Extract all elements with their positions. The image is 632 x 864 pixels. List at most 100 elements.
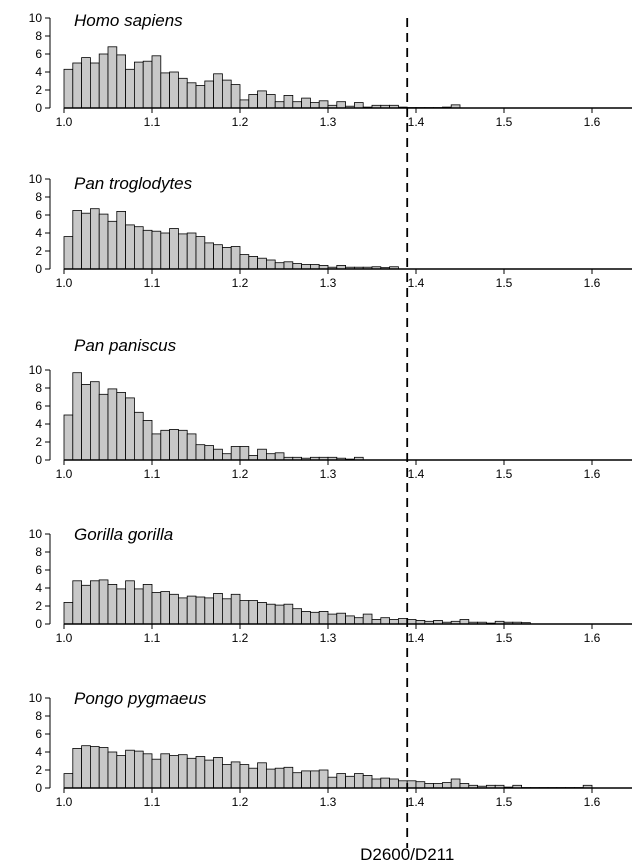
histogram-bar	[265, 453, 276, 461]
histogram-bar	[380, 617, 390, 625]
y-tick-label: 2	[35, 244, 42, 258]
y-tick-label: 8	[35, 381, 42, 395]
y-tick-label: 0	[35, 453, 42, 467]
histogram-bar	[221, 453, 232, 461]
histogram-bar	[169, 593, 179, 625]
y-tick-label: 8	[35, 545, 42, 559]
histogram-bar	[441, 782, 452, 789]
histogram-bar	[195, 236, 206, 270]
histogram-bar	[133, 61, 144, 109]
y-tick-label: 2	[35, 83, 42, 97]
histogram-bar	[336, 101, 346, 109]
histogram-bar	[450, 778, 461, 789]
histogram-bar	[318, 611, 329, 625]
x-tick-label: 1.2	[232, 115, 249, 129]
histogram-bar	[186, 82, 197, 109]
histogram-bar	[169, 228, 179, 270]
histogram-bar	[160, 72, 171, 109]
x-tick-label: 1.5	[496, 795, 513, 809]
histogram-bar	[107, 46, 118, 109]
histogram-bar	[309, 611, 320, 625]
histogram-bar	[72, 580, 83, 625]
histogram-bar	[195, 756, 206, 789]
histogram-bar	[380, 777, 390, 789]
histogram-bar	[239, 254, 250, 270]
histogram-bar	[213, 448, 223, 461]
histogram-bar	[151, 230, 162, 270]
histogram-bar	[397, 618, 408, 625]
histogram-bar	[239, 99, 250, 109]
histogram-bar	[257, 448, 267, 461]
histogram-bar	[318, 100, 329, 109]
histogram-bar	[301, 770, 311, 789]
histogram-bar	[309, 770, 320, 789]
y-tick-label: 6	[35, 47, 42, 61]
x-tick-label: 1.4	[408, 276, 425, 290]
histogram-bar	[389, 778, 399, 789]
histogram-bar	[72, 210, 83, 270]
y-tick-label: 8	[35, 29, 42, 43]
x-tick-label: 1.5	[496, 631, 513, 645]
histogram-bar	[257, 257, 267, 270]
histogram-bar	[248, 600, 259, 625]
histogram-bar	[195, 85, 206, 109]
histogram-bar	[98, 747, 109, 789]
histogram-bar	[230, 84, 241, 109]
histogram-bar	[186, 595, 197, 625]
histogram-bar	[186, 757, 197, 789]
y-tick-label: 10	[29, 172, 43, 186]
histogram-panel: Pan paniscus 1.0 1.1 1.2 1.3 1.4 1.5 1.6 0 2 4 6 8 10	[29, 336, 632, 481]
histogram-bar	[116, 755, 127, 789]
histogram-bar	[265, 94, 276, 109]
histogram-bar	[301, 611, 311, 625]
histogram-bar	[107, 388, 118, 461]
histogram-bar	[186, 232, 197, 270]
x-tick-label: 1.3	[320, 276, 337, 290]
histogram-bar	[221, 764, 232, 789]
x-tick-label: 1.1	[144, 467, 161, 481]
x-tick-label: 1.5	[496, 115, 513, 129]
histogram-bar	[221, 79, 232, 109]
histogram-bar	[177, 597, 188, 625]
histogram-bar	[345, 615, 355, 625]
histogram-bar	[248, 94, 259, 109]
histogram-bar	[257, 90, 267, 109]
histogram-bar	[107, 751, 118, 789]
x-tick-label: 1.0	[56, 276, 73, 290]
histogram-bar	[292, 608, 302, 625]
x-tick-label: 1.0	[56, 467, 73, 481]
histogram-bar	[204, 597, 215, 625]
histogram-bar	[177, 754, 188, 789]
histogram-bar	[151, 55, 162, 109]
histogram-bar	[204, 759, 215, 789]
histogram-bar	[353, 617, 364, 625]
histogram-bar	[90, 381, 100, 461]
panel-title: Pan paniscus	[74, 336, 177, 355]
histogram-bar	[327, 613, 338, 625]
histogram-bar	[98, 393, 109, 461]
x-tick-label: 1.6	[584, 467, 601, 481]
histogram-bar	[283, 603, 294, 625]
y-tick-label: 0	[35, 781, 42, 795]
x-tick-label: 1.0	[56, 631, 73, 645]
panel-title: Pongo pygmaeus	[74, 689, 207, 708]
x-tick-label: 1.4	[408, 115, 425, 129]
histogram-bar	[283, 261, 294, 270]
histogram-bar	[107, 220, 118, 270]
histogram-bar	[318, 769, 329, 789]
histogram-bar	[116, 210, 127, 270]
histogram-bar	[98, 53, 109, 109]
x-tick-label: 1.6	[584, 276, 601, 290]
histogram-bar	[177, 233, 188, 270]
x-tick-label: 1.1	[144, 115, 161, 129]
histogram-bar	[186, 433, 197, 461]
histogram-bar	[90, 580, 100, 625]
y-tick-label: 10	[29, 363, 43, 377]
histogram-bar	[230, 446, 241, 461]
histogram-bar	[81, 212, 91, 270]
histogram-bar	[142, 419, 153, 461]
histogram-bar	[274, 101, 285, 109]
histogram-bar	[353, 102, 364, 109]
histogram-bar	[213, 757, 223, 789]
y-tick-label: 4	[35, 581, 42, 595]
